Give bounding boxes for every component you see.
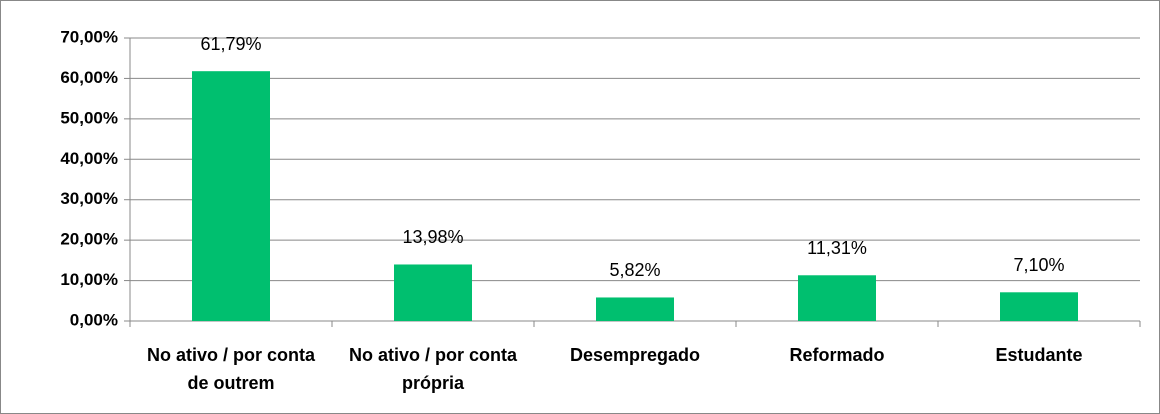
value-label: 13,98% — [402, 227, 463, 247]
x-tick-label: Reformado — [789, 345, 885, 365]
bar — [596, 297, 674, 321]
value-label: 61,79% — [200, 34, 261, 54]
x-tick-label: No ativo / por conta própria — [348, 345, 517, 393]
bar — [394, 264, 472, 321]
value-label: 5,82% — [609, 260, 660, 280]
y-tick-label: 40,00% — [60, 149, 118, 168]
bar — [1000, 292, 1078, 321]
y-tick-label: 70,00% — [60, 27, 118, 46]
bar — [798, 275, 876, 321]
value-label: 11,31% — [807, 238, 867, 258]
y-tick-label: 30,00% — [60, 189, 118, 208]
value-label: 7,10% — [1013, 255, 1064, 275]
y-tick-label: 10,00% — [60, 270, 118, 289]
y-tick-label: 50,00% — [60, 108, 118, 127]
x-tick-label: No ativo / por conta de outrem — [146, 345, 315, 393]
y-tick-label: 60,00% — [60, 68, 118, 87]
y-tick-label: 20,00% — [60, 230, 118, 249]
y-tick-label: 0,00% — [70, 310, 118, 329]
bar — [192, 71, 270, 321]
x-tick-label: Desempregado — [569, 345, 701, 365]
x-tick-label: Estudante — [995, 345, 1083, 365]
